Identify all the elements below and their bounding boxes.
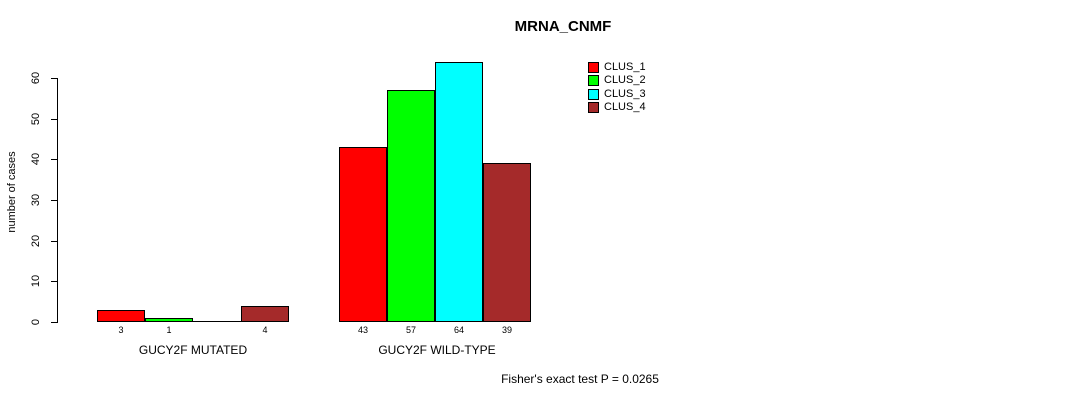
bar-value-label: 4 bbox=[262, 325, 268, 335]
y-tick-mark bbox=[51, 78, 57, 79]
legend-swatch-clus_2 bbox=[588, 75, 599, 86]
legend-swatch-clus_4 bbox=[588, 102, 599, 113]
bar-value-label: 57 bbox=[405, 325, 416, 335]
y-tick-mark bbox=[51, 241, 57, 242]
bar-value-label: 64 bbox=[453, 325, 464, 335]
legend-label-clus_2: CLUS_2 bbox=[604, 74, 646, 86]
y-tick-mark bbox=[51, 119, 57, 120]
bar-clus_2-group1 bbox=[387, 90, 435, 322]
group-label-gucy2f-wild-type: GUCY2F WILD-TYPE bbox=[378, 343, 496, 357]
bar-clus_3-group1 bbox=[435, 62, 483, 322]
y-axis-line bbox=[57, 77, 58, 323]
bar-clus_2-group0 bbox=[145, 318, 193, 322]
bar-clus_4-group0 bbox=[241, 306, 289, 322]
y-tick-mark bbox=[51, 159, 57, 160]
y-tick-mark bbox=[51, 200, 57, 201]
pvalue-annotation: Fisher's exact test P = 0.0265 bbox=[501, 372, 659, 386]
legend-swatch-clus_3 bbox=[588, 89, 599, 100]
legend-label-clus_1: CLUS_1 bbox=[604, 61, 646, 73]
bar-clus_3-group0-zero bbox=[193, 321, 241, 322]
bar-value-label: 1 bbox=[166, 325, 172, 335]
legend-label-clus_3: CLUS_3 bbox=[604, 88, 646, 100]
bar-value-label: 39 bbox=[501, 325, 512, 335]
y-tick-mark bbox=[51, 281, 57, 282]
bar-value-label: 3 bbox=[118, 325, 124, 335]
chart-title: MRNA_CNMF bbox=[514, 18, 612, 35]
bar-clus_4-group1 bbox=[483, 163, 531, 322]
y-tick-mark bbox=[51, 322, 57, 323]
bar-clus_1-group0 bbox=[97, 310, 145, 322]
bar-clus_1-group1 bbox=[339, 147, 387, 322]
group-label-gucy2f-mutated: GUCY2F MUTATED bbox=[138, 343, 248, 357]
legend-label-clus_4: CLUS_4 bbox=[604, 101, 646, 113]
legend-swatch-clus_1 bbox=[588, 62, 599, 73]
bar-value-label: 43 bbox=[357, 325, 368, 335]
